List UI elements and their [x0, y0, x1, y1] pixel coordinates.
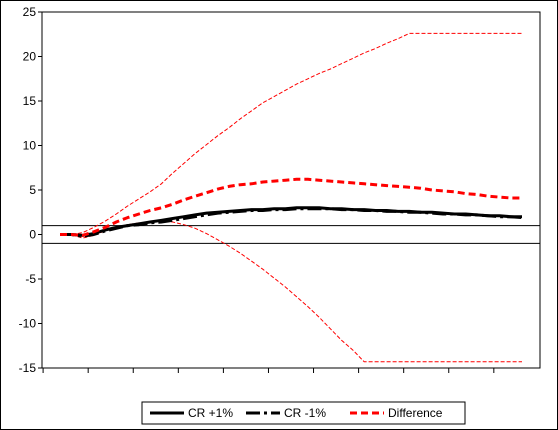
legend: CR +1% CR -1% Difference — [141, 401, 466, 425]
y-tick-label: 25 — [23, 5, 37, 19]
y-tick-label: 20 — [23, 50, 37, 64]
y-tick-label: 10 — [23, 139, 37, 153]
y-tick-label: 15 — [23, 94, 37, 108]
confidence-band-1 — [60, 32, 522, 235]
plot-border — [41, 11, 541, 369]
legend-box — [141, 401, 466, 425]
series-lines — [60, 32, 523, 363]
y-axis-ticks: -15 -10 -5 0 5 10 15 20 25 — [19, 5, 42, 375]
series-line-cr-1- — [60, 207, 523, 238]
legend-label: Difference — [388, 406, 443, 420]
x-axis-ticks — [42, 368, 495, 373]
y-tick-label: 5 — [29, 183, 36, 197]
legend-label: CR -1% — [284, 406, 326, 420]
plot-area — [41, 11, 541, 369]
y-tick-label: 0 — [29, 228, 36, 242]
legend-label: CR +1% — [188, 406, 233, 420]
y-tick-label: -15 — [19, 361, 37, 375]
series-line-difference — [60, 177, 522, 237]
y-tick-label: -10 — [19, 317, 37, 331]
y-tick-label: -5 — [25, 272, 36, 286]
